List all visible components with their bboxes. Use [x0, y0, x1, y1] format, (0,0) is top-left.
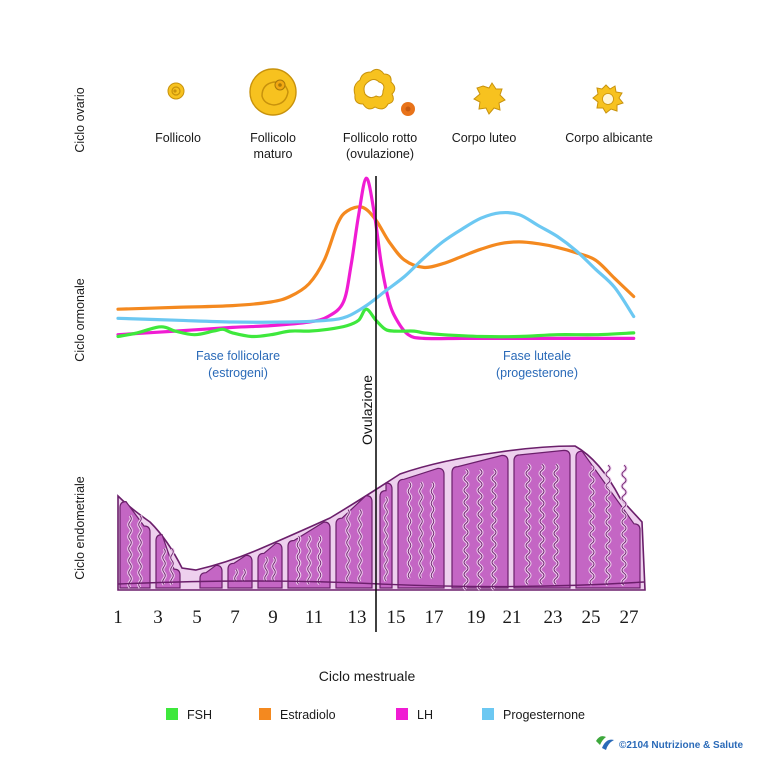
credit-text: ©2104 Nutrizione & Salute: [619, 740, 744, 751]
endometrium-gland: [296, 535, 301, 585]
endometrium-column: [335, 494, 373, 589]
endometrium-gland: [419, 482, 423, 579]
endometrium-gland: [491, 469, 497, 590]
legend-swatch-progesterone: [482, 708, 494, 720]
stage-mature-follicle-sublabel: maturo: [254, 147, 293, 161]
endometrium-gland: [621, 464, 627, 586]
endometrium-gland: [430, 482, 435, 579]
x-tick-label: 17: [425, 607, 444, 628]
legend-swatch-lh: [396, 708, 408, 720]
corpus-albicans-illustration: [592, 84, 624, 114]
x-tick-label: 9: [268, 607, 278, 628]
x-axis-title: Ciclo mestruale: [319, 668, 416, 684]
endometrium-gland: [384, 496, 388, 582]
hormonal-cycle-label: Ciclo ormonale: [73, 278, 87, 361]
stage-ruptured-follicle-sublabel: (ovulazione): [346, 147, 414, 161]
endometrium-gland: [539, 464, 545, 585]
stage-corpus-albicans-label: Corpo albicante: [565, 131, 653, 145]
x-tick-label: 25: [582, 607, 601, 628]
series-line-lh: [116, 176, 636, 341]
endometrium-gland: [589, 464, 595, 586]
endometrium-gland: [128, 515, 132, 588]
legend-label-progesterone: Progesternone: [503, 708, 585, 722]
luteal-phase-label: Fase luteale: [503, 349, 571, 363]
endometrium-gland: [358, 509, 362, 582]
endometrium-gland: [553, 464, 559, 585]
legend-label-estradiol: Estradiolo: [280, 708, 336, 722]
x-tick-label: 7: [230, 607, 240, 628]
endometrium-gland: [605, 464, 611, 586]
mature-follicle-illustration: [249, 68, 297, 116]
stage-follicle-label: Follicolo: [155, 131, 201, 145]
x-tick-label: 15: [387, 607, 406, 628]
endometrium-gland: [317, 535, 322, 585]
corpus-luteum-illustration: [473, 82, 506, 115]
luteal-phase-sublabel: (progesterone): [496, 366, 578, 380]
endometrium-gland: [264, 556, 268, 582]
legend-swatch-estradiol: [259, 708, 271, 720]
endometrium-gland: [407, 482, 412, 579]
endometrium-gland: [272, 556, 276, 582]
legend-label-lh: LH: [417, 708, 433, 722]
series-line-estradiolo: [116, 205, 636, 311]
endometrium-gland: [307, 535, 311, 585]
endometrium-gland: [463, 469, 469, 590]
legend-label-fsh: FSH: [187, 708, 212, 722]
legend-swatch-fsh: [166, 708, 178, 720]
x-tick-label: 19: [467, 607, 486, 628]
x-tick-label: 3: [153, 607, 163, 628]
credit-logo-icon: [596, 736, 614, 750]
follicular-phase-sublabel: (estrogeni): [208, 366, 268, 380]
x-tick-label: 11: [305, 607, 323, 628]
x-tick-label: 5: [192, 607, 202, 628]
follicular-phase-label: Fase follicolare: [196, 349, 280, 363]
endometrium-gland: [242, 569, 246, 582]
endometrium-column: [119, 500, 151, 589]
endometrium-gland: [138, 515, 142, 588]
stage-mature-follicle-label: Follicolo: [250, 131, 296, 145]
endometrium-gland: [346, 509, 350, 582]
x-tick-label: 21: [503, 607, 522, 628]
endometrial-cycle-label: Ciclo endometriale: [73, 476, 87, 580]
endometrium-illustration: [117, 445, 646, 591]
endometrium-gland: [234, 569, 238, 582]
x-tick-label: 13: [348, 607, 367, 628]
stage-corpus-luteum-label: Corpo luteo: [452, 131, 517, 145]
ovulation-label: Ovulazione: [359, 375, 375, 445]
series-line-progesternone: [116, 210, 636, 324]
endometrium-gland: [162, 548, 166, 585]
x-tick-label: 23: [544, 607, 563, 628]
endometrium-column: [199, 564, 223, 589]
hormone-chart: [116, 176, 636, 341]
x-tick-label: 1: [113, 607, 123, 628]
follicle-illustration: [167, 82, 185, 100]
endometrium-gland: [525, 464, 531, 585]
legend: FSH Estradiolo LH Progesternone: [166, 708, 585, 722]
series-line-fsh: [116, 307, 636, 339]
stage-ruptured-follicle-label: Follicolo rotto: [343, 131, 417, 145]
endometrium-gland: [477, 469, 483, 590]
x-axis-ticks: 1 3 5 7 9 11 13 15 17 19 21 23 25 27: [113, 607, 638, 628]
ovary-cycle-label: Ciclo ovario: [73, 87, 87, 152]
ruptured-follicle-illustration: [353, 68, 415, 116]
x-tick-label: 27: [620, 607, 639, 628]
endometrium-gland: [170, 548, 174, 585]
endometrium-basal-layer: [117, 580, 645, 588]
